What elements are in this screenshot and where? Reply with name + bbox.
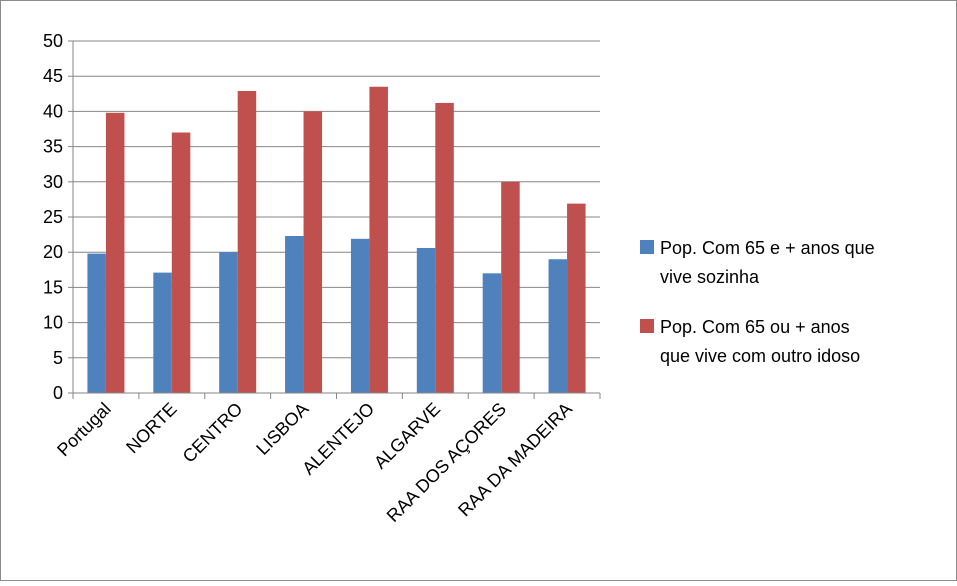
bar-series-2 — [303, 111, 323, 394]
bars — [87, 86, 586, 394]
legend-swatch-series-2 — [640, 319, 654, 333]
bar-series-2 — [369, 86, 388, 393]
bar-series-1 — [219, 252, 238, 393]
bar-series-2 — [237, 90, 257, 393]
y-tick-label: 35 — [43, 137, 63, 157]
legend-label-series-2: Pop. Com 65 ou + anos — [660, 317, 850, 337]
legend-swatch-series-1 — [640, 240, 654, 254]
bar-series-2 — [171, 132, 191, 393]
legend-label-series-1: Pop. Com 65 e + anos que — [660, 238, 875, 258]
y-tick-label: 5 — [53, 348, 63, 368]
y-tick-label: 50 — [43, 31, 63, 51]
bar-series-2 — [501, 181, 520, 393]
bar-series-1 — [482, 273, 502, 393]
bar-series-1 — [350, 238, 370, 393]
y-tick-label: 45 — [43, 66, 63, 86]
legend-label-series-1: vive sozinha — [660, 267, 760, 287]
bar-series-1 — [548, 259, 568, 393]
bar-series-1 — [416, 247, 436, 393]
y-tick-label: 0 — [53, 383, 63, 403]
y-tick-label: 25 — [43, 207, 63, 227]
bar-series-2 — [435, 102, 454, 394]
bar-series-1 — [87, 253, 106, 393]
bar-series-1 — [285, 236, 304, 393]
y-tick-label: 10 — [43, 313, 63, 333]
axes — [68, 40, 601, 399]
y-tick-label: 20 — [43, 242, 63, 262]
legend: Pop. Com 65 e + anos que vive sozinha Pop.… — [640, 238, 875, 366]
y-tick-label: 15 — [43, 277, 63, 297]
y-tick-labels: 0 5 10 15 20 25 30 35 40 45 50 — [43, 31, 63, 403]
bar-series-2 — [567, 203, 586, 393]
y-tick-label: 40 — [43, 101, 63, 121]
bar-series-2 — [105, 112, 125, 394]
legend-label-series-2: que vive com outro idoso — [660, 346, 860, 366]
bar-series-1 — [153, 272, 172, 393]
y-tick-label: 30 — [43, 172, 63, 192]
